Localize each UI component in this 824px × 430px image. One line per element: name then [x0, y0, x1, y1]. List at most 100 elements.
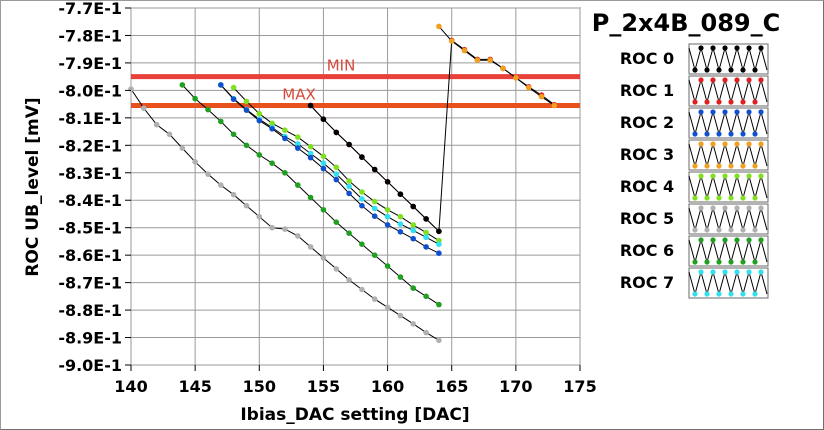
- series-roc-6: [179, 82, 442, 308]
- legend-swatch-roc-6: [688, 235, 769, 267]
- legend-swatch-marker: [740, 227, 746, 233]
- legend-swatch-marker: [728, 195, 734, 201]
- data-point: [295, 233, 301, 239]
- legend-swatch-marker: [692, 259, 698, 265]
- data-point: [230, 131, 237, 138]
- data-point: [307, 154, 314, 161]
- data-point: [320, 116, 327, 122]
- legend-swatch-marker: [722, 205, 728, 211]
- data-point: [384, 263, 391, 269]
- legend-swatch-marker: [740, 259, 746, 265]
- chart-title: P_2x4B_089_C: [592, 9, 780, 37]
- legend-swatch-marker: [734, 173, 740, 179]
- legend-swatch-marker: [692, 163, 698, 169]
- data-point: [307, 143, 314, 150]
- ref-label-max: MAX: [282, 85, 315, 103]
- legend-swatch-marker: [710, 77, 716, 83]
- legend-swatch-marker: [692, 99, 698, 105]
- legend-swatch-marker: [734, 109, 740, 115]
- legend-swatch-line: [688, 206, 768, 232]
- data-point: [256, 152, 263, 158]
- legend-swatch-marker: [752, 227, 758, 233]
- legend-swatch-line: [688, 270, 768, 296]
- data-point: [218, 182, 224, 188]
- data-point: [436, 241, 442, 247]
- data-point: [359, 286, 365, 293]
- y-tick-label: -8.1E-1: [58, 109, 122, 128]
- legend-swatch-marker: [746, 45, 752, 51]
- data-point: [371, 166, 378, 173]
- data-point: [538, 93, 545, 100]
- data-point: [436, 301, 442, 308]
- legend-swatch-marker: [752, 99, 758, 105]
- series-roc-0: [307, 102, 442, 235]
- data-point: [256, 213, 263, 220]
- x-axis-label: Ibias_DAC setting [DAC]: [240, 405, 469, 425]
- data-point: [153, 121, 160, 128]
- data-point: [487, 57, 494, 63]
- data-point: [371, 213, 378, 219]
- data-point: [128, 86, 134, 92]
- data-point: [307, 102, 314, 109]
- data-point: [410, 227, 417, 234]
- data-point: [230, 191, 237, 198]
- data-point: [218, 118, 224, 125]
- y-tick-label: -8.4E-1: [58, 191, 122, 210]
- data-point: [371, 252, 378, 258]
- legend-swatch-marker: [728, 259, 734, 265]
- data-point: [384, 304, 391, 311]
- legend-swatch-marker: [698, 205, 704, 211]
- legend: ROC 0 ROC 1 ROC 2 ROC 3 ROC 4 ROC 5 ROC 6 ROC 7: [603, 38, 780, 299]
- data-point: [423, 293, 429, 300]
- data-point: [282, 226, 288, 232]
- data-point: [423, 234, 429, 241]
- legend-swatch-marker: [758, 237, 764, 243]
- data-point: [269, 224, 275, 231]
- legend-swatch-marker: [722, 237, 728, 243]
- data-point: [269, 160, 275, 166]
- data-point: [192, 95, 198, 102]
- data-point: [282, 170, 288, 176]
- legend-label-roc-2: ROC 2: [620, 113, 674, 132]
- legend-swatch-marker: [722, 45, 728, 51]
- legend-swatch-marker: [710, 45, 716, 51]
- data-point: [461, 47, 468, 54]
- y-tick-label: -7.9E-1: [58, 54, 122, 73]
- reference-lines: MIN MAX: [131, 57, 580, 108]
- legend-swatch-marker: [758, 205, 764, 211]
- y-tick-label: -8.9E-1: [58, 329, 122, 348]
- legend-label-roc-5: ROC 5: [620, 209, 674, 228]
- data-point: [359, 154, 365, 160]
- legend-label-roc-7: ROC 7: [620, 273, 674, 292]
- legend-swatch-marker: [710, 237, 716, 243]
- data-point: [359, 202, 365, 209]
- data-point: [397, 191, 404, 197]
- legend-swatch-marker: [698, 141, 704, 147]
- legend-swatch-roc-0: [688, 43, 769, 75]
- legend-swatch-marker: [710, 109, 716, 115]
- data-point: [333, 164, 340, 171]
- legend-swatch-marker: [698, 109, 704, 115]
- data-point: [359, 189, 365, 195]
- legend-swatch-marker: [758, 141, 764, 147]
- legend-swatch-marker: [752, 67, 758, 73]
- data-point: [320, 153, 327, 160]
- legend-swatch-marker: [758, 77, 764, 83]
- data-point: [295, 145, 301, 151]
- y-tick-label: -8.7E-1: [58, 274, 122, 293]
- legend-swatch-marker: [716, 195, 722, 201]
- data-point: [333, 176, 340, 183]
- data-point: [346, 141, 352, 148]
- legend-swatch-marker: [698, 77, 704, 83]
- legend-swatch-marker: [746, 269, 752, 275]
- legend-swatch-marker: [740, 163, 746, 169]
- legend-label-roc-6: ROC 6: [620, 241, 674, 260]
- legend-swatch-line: [688, 142, 768, 168]
- x-tick-label: 150: [243, 377, 276, 396]
- y-tick-label: -9.0E-1: [58, 356, 122, 375]
- data-point: [423, 229, 429, 236]
- data-point: [525, 84, 532, 91]
- legend-swatch-marker: [710, 205, 716, 211]
- x-tick-label: 155: [307, 377, 340, 396]
- legend-label-roc-3: ROC 3: [620, 145, 674, 164]
